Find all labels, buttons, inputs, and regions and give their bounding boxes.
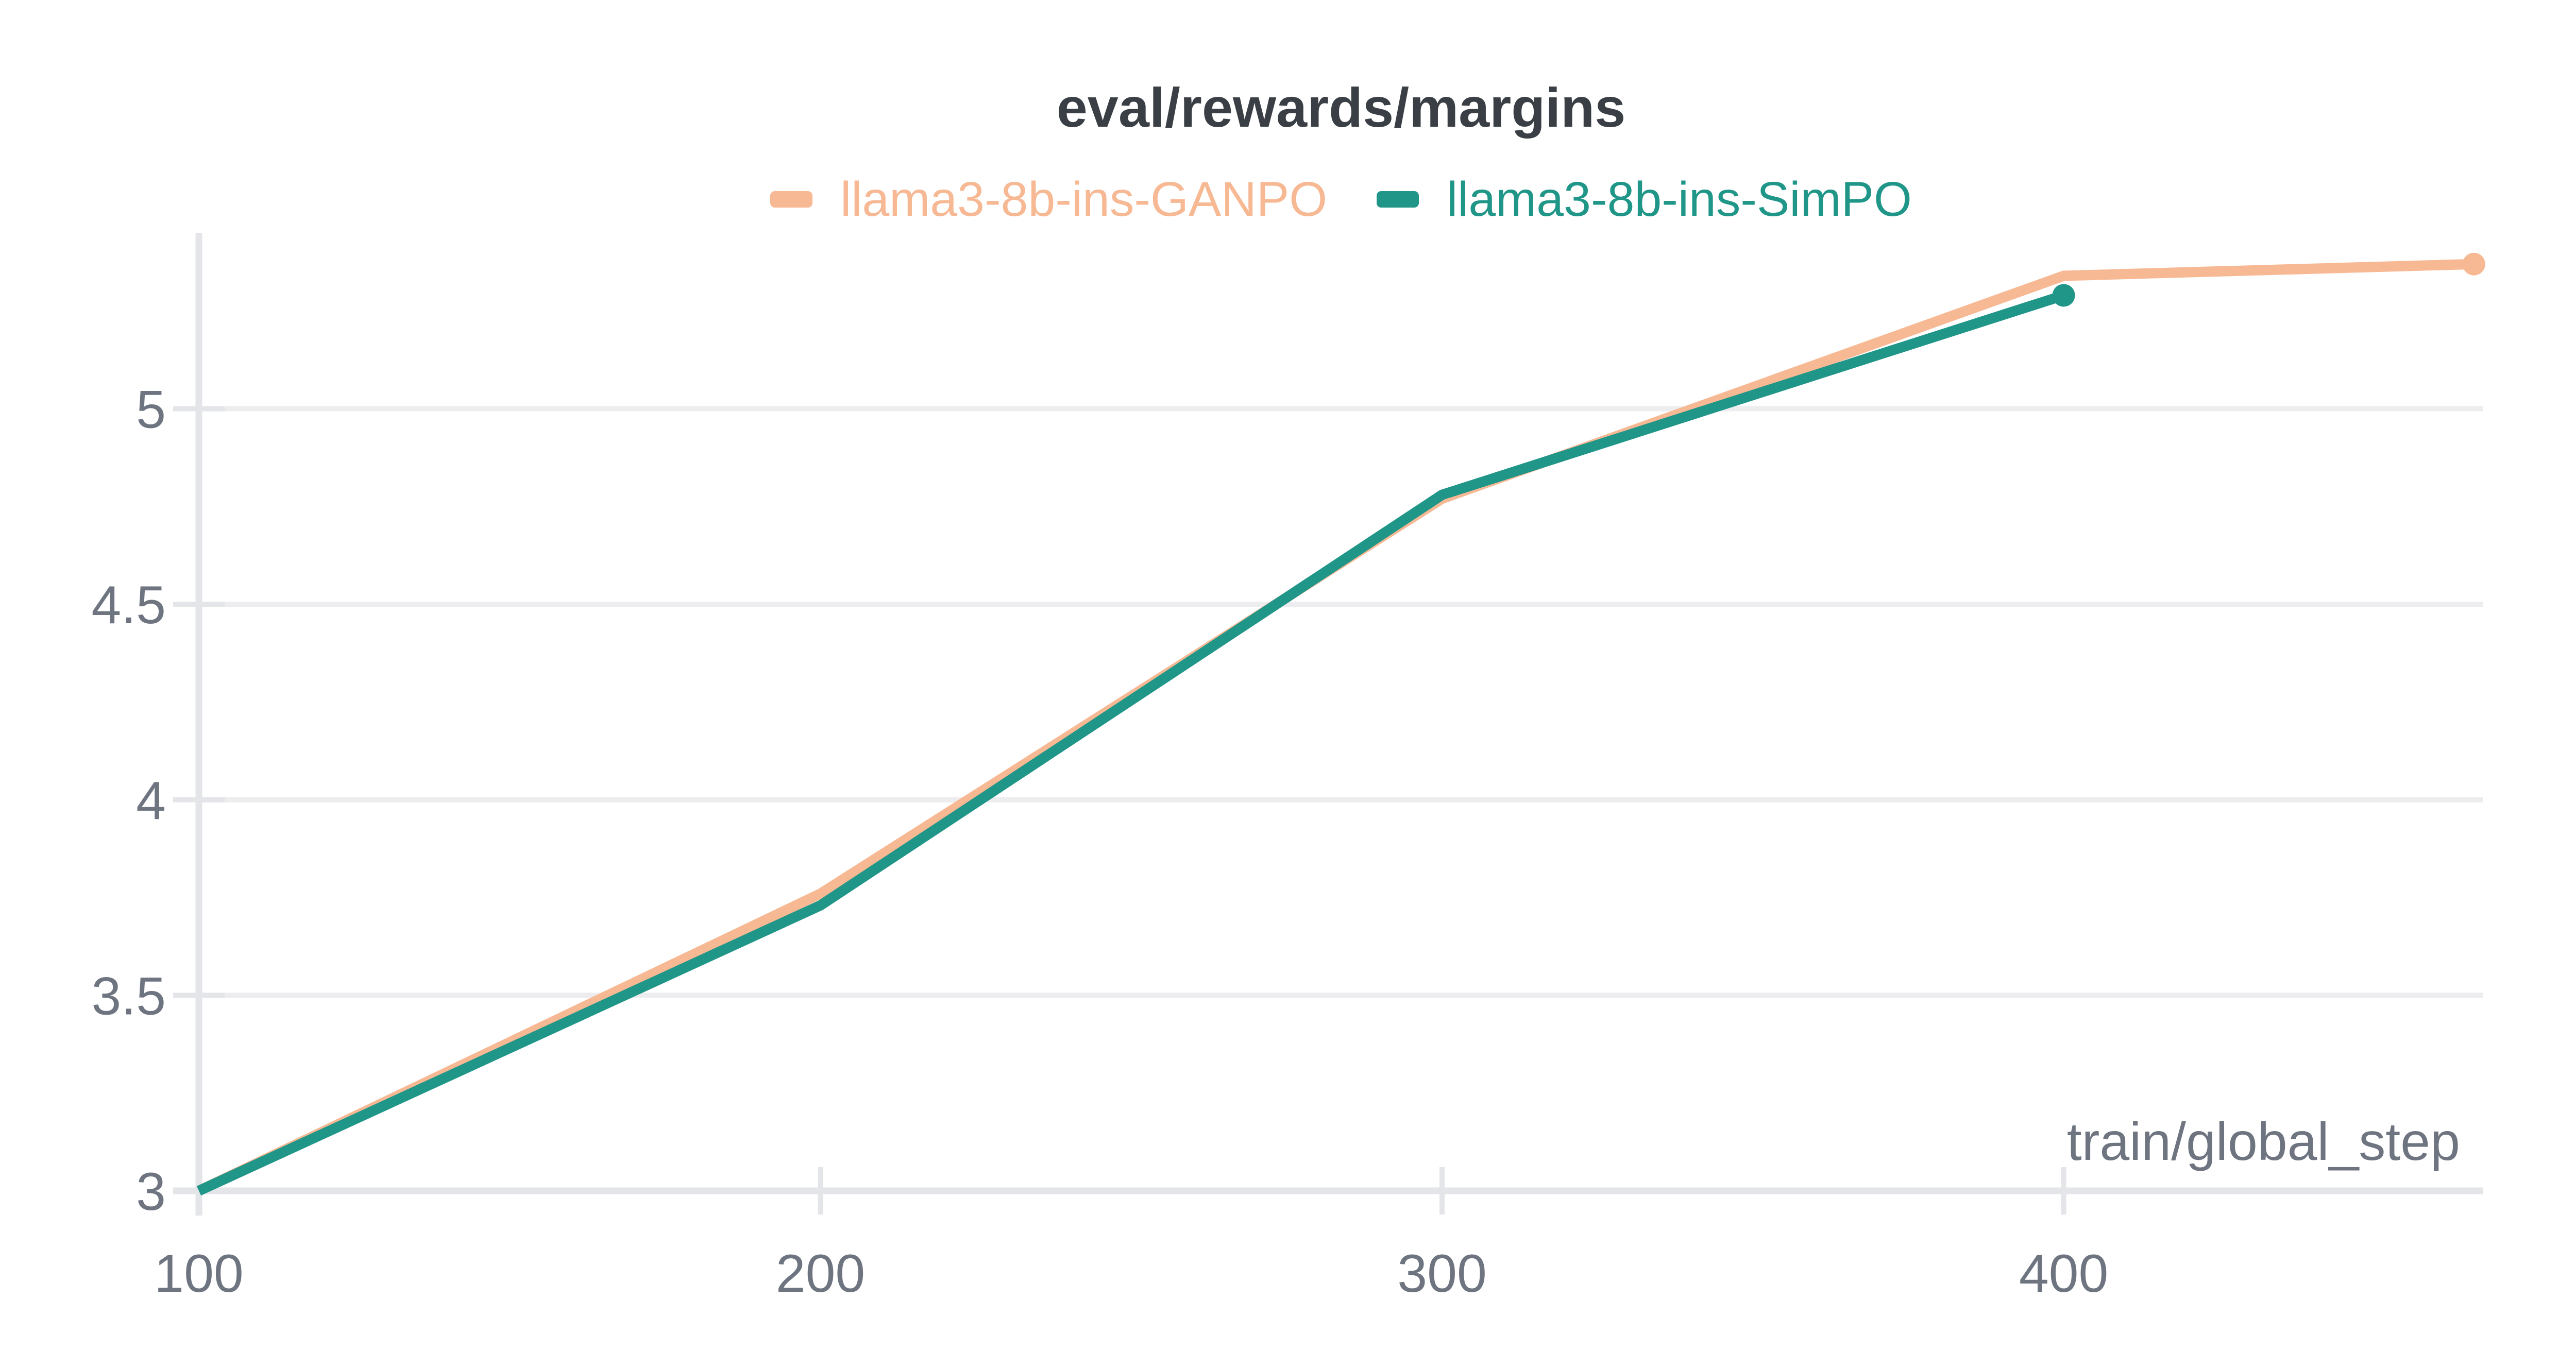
series-end-dot-simpo[interactable] [2052,284,2075,307]
x-tick-label: 400 [2019,1244,2109,1304]
x-axis-title: train/global_step [2067,1112,2460,1172]
series-end-dot-ganpo[interactable] [2462,252,2485,276]
series-line-ganpo[interactable] [196,259,2475,1196]
x-tick-label: 300 [1397,1244,1487,1304]
y-tick-label: 5 [136,380,166,440]
y-tick-label: 3.5 [91,966,166,1026]
legend: llama3-8b-ins-GANPO llama3-8b-ins-SimPO [770,173,1912,227]
x-tick-label: 200 [776,1244,866,1304]
y-tick-label: 3 [136,1162,166,1222]
y-tick-label: 4 [136,771,166,831]
legend-label-simpo: llama3-8b-ins-SimPO [1447,172,1912,227]
legend-item-ganpo[interactable]: llama3-8b-ins-GANPO [770,173,1327,227]
series-line-simpo[interactable] [196,290,2065,1196]
y-tick-label: 4.5 [91,575,166,635]
legend-swatch-simpo [1377,191,1419,208]
x-tick-label: 100 [154,1244,244,1304]
legend-item-simpo[interactable]: llama3-8b-ins-SimPO [1377,173,1912,227]
legend-swatch-ganpo [770,191,813,208]
legend-label-ganpo: llama3-8b-ins-GANPO [840,172,1328,227]
